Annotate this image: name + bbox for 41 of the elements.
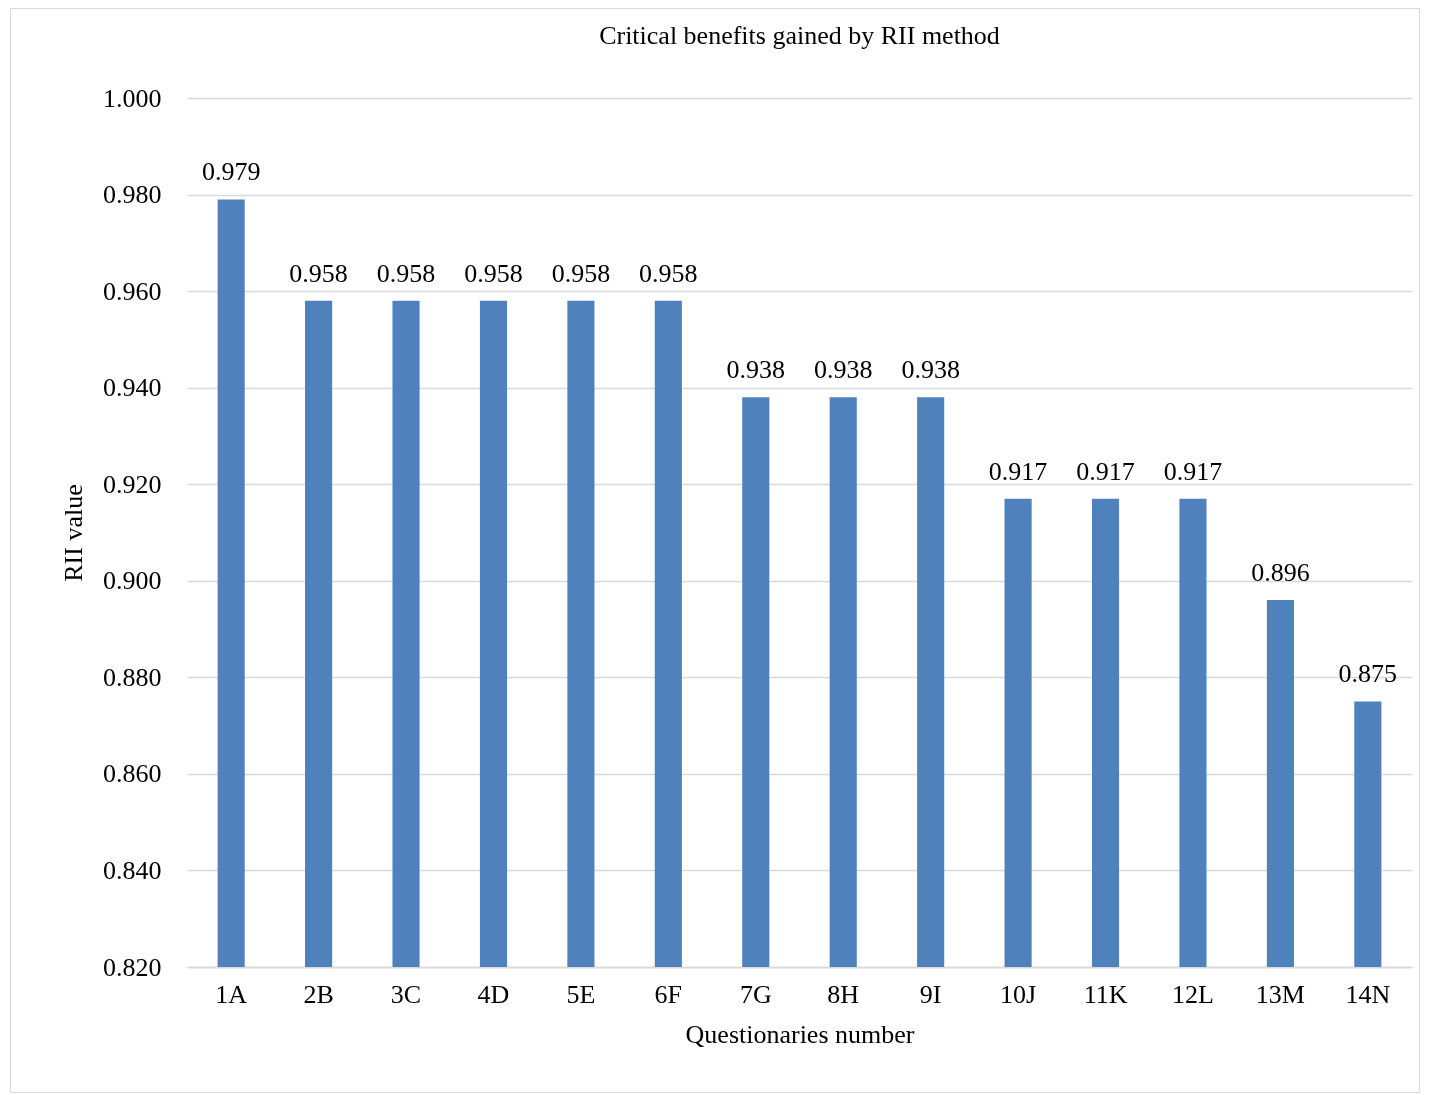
x-tick-label: 4D (477, 979, 510, 1009)
data-label: 0.917 (988, 456, 1048, 486)
y-tick-label: 0.960 (103, 276, 162, 306)
x-tick-label: 1A (215, 979, 248, 1009)
data-label: 0.958 (639, 258, 698, 288)
data-label: 0.958 (376, 258, 436, 288)
data-label: 0.958 (464, 258, 523, 288)
y-axis-title: RII value (59, 484, 88, 582)
data-label: 0.958 (289, 258, 348, 288)
data-label: 0.979 (201, 157, 261, 187)
data-label: 0.938 (813, 355, 873, 385)
x-axis-title: Questionaries number (685, 1019, 915, 1049)
x-tick-label: 13M (1255, 979, 1305, 1009)
x-tick-label: 9I (919, 979, 942, 1009)
x-tick-label: 6F (654, 979, 683, 1009)
x-tick-label: 3C (390, 979, 422, 1009)
data-label: 0.958 (551, 258, 611, 288)
y-tick-label: 0.880 (103, 662, 162, 692)
y-tick-label: 0.900 (103, 566, 162, 596)
data-label: 0.875 (1338, 659, 1398, 689)
x-tick-label: 14N (1345, 979, 1391, 1009)
y-tick-label: 0.920 (103, 469, 162, 499)
data-label: 0.917 (1163, 456, 1223, 486)
data-label: 0.917 (1076, 456, 1135, 486)
y-tick-label: 0.820 (103, 952, 162, 982)
x-tick-label: 7G (739, 979, 772, 1009)
data-label: 0.938 (726, 355, 786, 385)
x-tick-label: 10J (1000, 979, 1037, 1009)
y-tick-label: 0.940 (103, 373, 162, 403)
data-label: 0.938 (901, 355, 960, 385)
x-tick-label: 5E (566, 979, 596, 1009)
x-tick-label: 8H (827, 979, 860, 1009)
data-label: 0.896 (1251, 558, 1310, 588)
y-tick-label: 0.860 (103, 759, 162, 789)
x-tick-label: 11K (1083, 979, 1128, 1009)
chart-title: Critical benefits gained by RII method (599, 21, 1000, 50)
y-tick-label: 0.980 (103, 180, 162, 210)
x-tick-label: 12L (1172, 979, 1214, 1009)
y-tick-label: 0.840 (103, 855, 162, 885)
x-tick-label: 2B (303, 979, 334, 1009)
y-tick-label: 1.000 (103, 83, 162, 113)
